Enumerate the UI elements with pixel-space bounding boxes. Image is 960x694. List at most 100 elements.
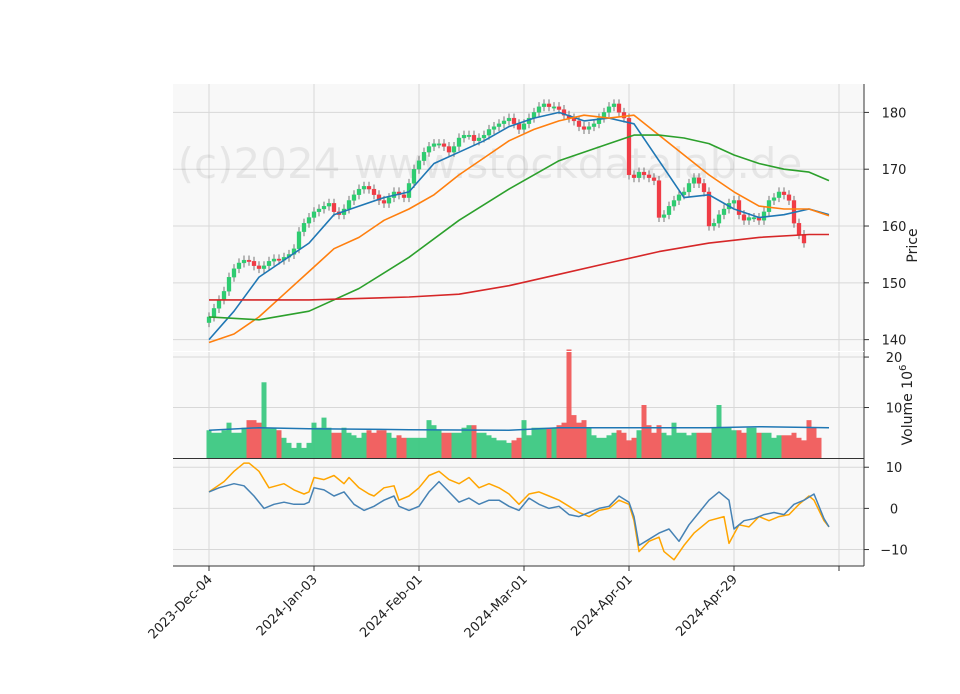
volume-bar [636,430,642,458]
x-tick-label: 2024-Feb-01 [357,572,426,641]
volume-bar [311,422,317,458]
candle-body [211,308,217,318]
volume-bar [266,427,272,458]
candle-body [551,106,557,109]
volume-bar [216,432,222,458]
volume-bar [631,437,637,458]
candle-body [711,223,717,227]
volume-bar [371,432,377,458]
volume-bar [396,435,402,458]
volume-bar [291,447,297,458]
volume-bar [476,432,482,458]
volume-bar [426,420,432,458]
volume-bar [221,430,227,458]
candle-body [611,103,617,107]
candle-body [271,258,277,262]
volume-bar [746,427,752,458]
volume-bar [206,430,212,458]
volume-bar [771,437,777,458]
oscillator-tick-label: 0 [890,502,898,517]
volume-bar [751,427,757,458]
volume-bar [611,432,617,458]
candle-body [581,126,587,130]
volume-bar [726,427,732,458]
volume-bar [301,447,307,458]
volume-bar [401,437,407,458]
candle-body [491,126,497,130]
x-tick-label: 2023-Dec-04 [146,572,216,642]
volume-bar [581,420,587,458]
volume-bar [286,442,292,458]
candle-body [621,112,627,119]
price-tick-label: 140 [882,334,907,349]
volume-bar [706,432,712,458]
candle-body [476,137,482,141]
volume-tick-label: 20 [886,351,903,366]
candle-body [676,194,682,201]
candle-body [216,299,222,309]
volume-bar [536,427,542,458]
candle-body [796,223,802,235]
volume-bar [761,432,767,458]
volume-tick-label: 10 [886,402,903,417]
candle-body [701,183,707,193]
volume-bar [321,417,327,458]
candle-body [401,194,407,198]
volume-bar [381,430,387,458]
volume-bar [561,422,567,458]
volume-bar [416,437,422,458]
oscillator-panel-bg [173,459,864,566]
volume-bar [526,435,532,458]
volume-bar [661,432,667,458]
volume-bar [316,427,322,458]
candle-body [381,200,387,204]
volume-bar [306,442,312,458]
volume-bar [521,420,527,458]
x-tick-label: 2024-Jan-03 [254,572,321,639]
candle-body [666,205,672,215]
volume-bar [716,405,722,458]
price-tick-label: 160 [882,220,907,235]
volume-bar [556,425,562,458]
candle-body [546,103,552,107]
volume-bar [256,422,262,458]
volume-bar [646,425,652,458]
candle-body [356,188,362,195]
candle-body [366,186,372,190]
candle-body [776,191,782,198]
volume-bar [721,427,727,458]
candle-body [331,203,337,212]
candle-body [496,123,502,127]
volume-average-line [208,425,830,431]
volume-bar [756,432,762,458]
candle-body [231,268,237,278]
volume-bar [391,437,397,458]
price-axis-label: Price [905,228,921,262]
volume-bar [361,432,367,458]
volume-bar [586,427,592,458]
volume-bar [346,432,352,458]
candle-body [636,171,642,178]
volume-bar [591,435,597,458]
watermark: (c)2024 www.stockdatalab.de [178,139,803,188]
candle-body [456,137,462,147]
candle-body [246,259,252,262]
candle-body [436,143,442,146]
volume-bar [271,427,277,458]
moving-average-line [208,134,830,321]
x-tick-label: 2024-Apr-29 [673,572,740,639]
volume-bar [666,435,672,458]
candle-body [511,117,517,124]
volume-bar [461,427,467,458]
oscillator-tick-label: −10 [880,544,907,559]
volume-bar [766,432,772,458]
candle-body [746,217,752,221]
volume-bar [511,440,517,458]
candle-body [781,191,787,195]
moving-average-line [209,233,829,301]
volume-bar [736,430,742,458]
volume-bar [801,440,807,458]
volume-axis-label-exponent: 6 [898,365,909,371]
candle-body [616,103,622,113]
